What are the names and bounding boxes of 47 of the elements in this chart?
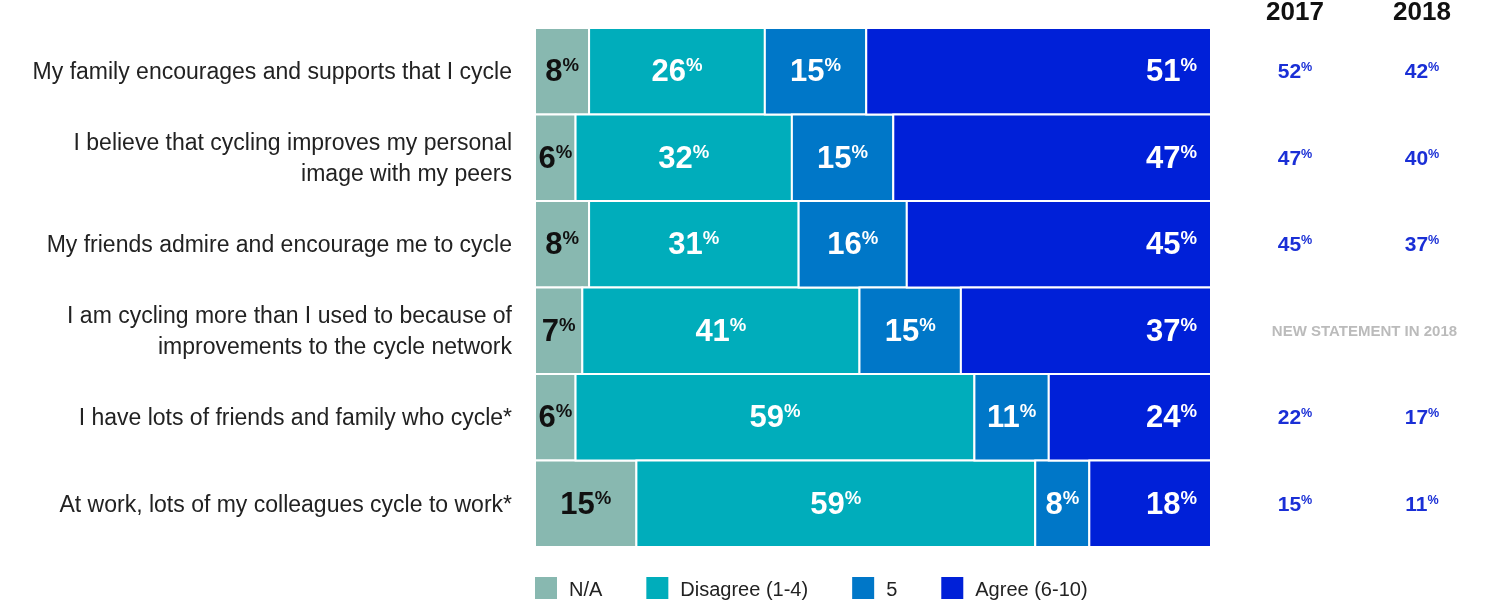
data-label: 47$^{%}$ [1145, 139, 1198, 175]
y-tick-label: My friends admire and encourage me to cycle [46, 231, 512, 258]
text: 11$^{%}$ [1405, 491, 1439, 515]
y-tick-label: My family encourages and supports that I cycle [32, 58, 512, 85]
data-label: 51$^{%}$ [1145, 53, 1198, 89]
data-label: 15$^{%}$ [790, 53, 842, 89]
y-tick-label: I believe that cycling improves my personal image with my peers [73, 129, 512, 187]
text: 37$^{%}$ [1404, 232, 1440, 256]
series-label: Disagree (1-4) [680, 578, 809, 600]
legend-label: 5 [886, 578, 898, 600]
text: 22$^{%}$ [1277, 405, 1313, 429]
data-label: 31$^{%}$ [668, 226, 720, 262]
data-label: 8$^{%}$ [1045, 485, 1080, 521]
text: 40$^{%}$ [1404, 145, 1440, 169]
data-label: 59$^{%}$ [749, 399, 801, 435]
data-label: 24$^{%}$ [1145, 399, 1198, 435]
data-label: 7$^{%}$ [541, 312, 577, 348]
text: 42$^{%}$ [1404, 59, 1440, 83]
legend-label: Agree (6-10) [975, 578, 1088, 600]
data-label: 45$^{%}$ [1145, 226, 1198, 262]
text: 17$^{%}$ [1404, 405, 1440, 429]
data-label: 15$^{%}$ [817, 139, 869, 175]
data-label: 8$^{%}$ [545, 226, 580, 262]
text: 2018 [1393, 0, 1451, 26]
data-label: 8$^{%}$ [545, 53, 580, 89]
legend-label: N/A [569, 578, 603, 600]
data-label: 15$^{%}$ [884, 312, 937, 348]
data-label: 16$^{%}$ [827, 226, 879, 262]
text: 47$^{%}$ [1277, 145, 1313, 169]
data-label: 59$^{%}$ [810, 485, 862, 521]
text: NEW STATEMENT IN 2018 [1271, 321, 1458, 339]
text: 52$^{%}$ [1277, 59, 1313, 83]
text: 45$^{%}$ [1277, 232, 1313, 256]
data-label: 18$^{%}$ [1145, 485, 1198, 521]
y-tick-label: I am cycling more than I used to because of improvements to the cycle network [67, 302, 513, 360]
text: 15$^{%}$ [1277, 491, 1313, 515]
y-tick-label: I have lots of friends and family who cycle* [78, 404, 513, 431]
data-label: 41$^{%}$ [695, 312, 747, 348]
data-label: 15$^{%}$ [560, 485, 612, 521]
data-label: 37$^{%}$ [1145, 312, 1198, 348]
data-label: 32$^{%}$ [658, 139, 710, 175]
y-tick-label: At work, lots of my colleagues cycle to work* [59, 490, 513, 517]
data-label: 11$^{%}$ [986, 399, 1037, 435]
data-label: 26$^{%}$ [651, 53, 703, 89]
data-label: 6$^{%}$ [538, 399, 573, 435]
text: 2017 [1266, 0, 1324, 26]
data-label: 6$^{%}$ [538, 139, 573, 175]
